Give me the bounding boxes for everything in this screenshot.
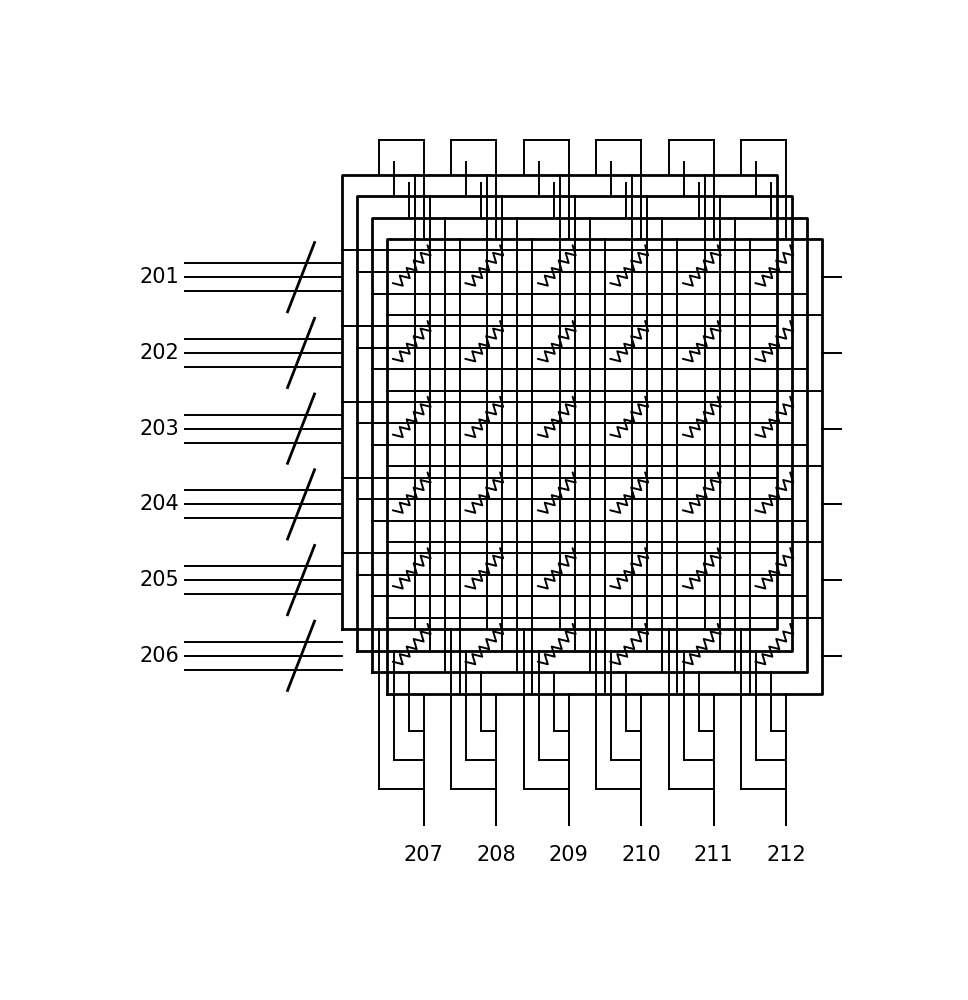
Text: 206: 206 [139,646,180,666]
Text: 208: 208 [476,845,516,865]
Text: 205: 205 [139,570,179,590]
Text: 210: 210 [621,845,661,865]
Text: 203: 203 [139,419,179,439]
Text: 212: 212 [767,845,806,865]
Text: 211: 211 [694,845,734,865]
Text: 207: 207 [404,845,443,865]
Text: 204: 204 [139,494,179,514]
Text: 202: 202 [139,343,179,363]
Text: 209: 209 [549,845,589,865]
Text: 201: 201 [139,267,179,287]
